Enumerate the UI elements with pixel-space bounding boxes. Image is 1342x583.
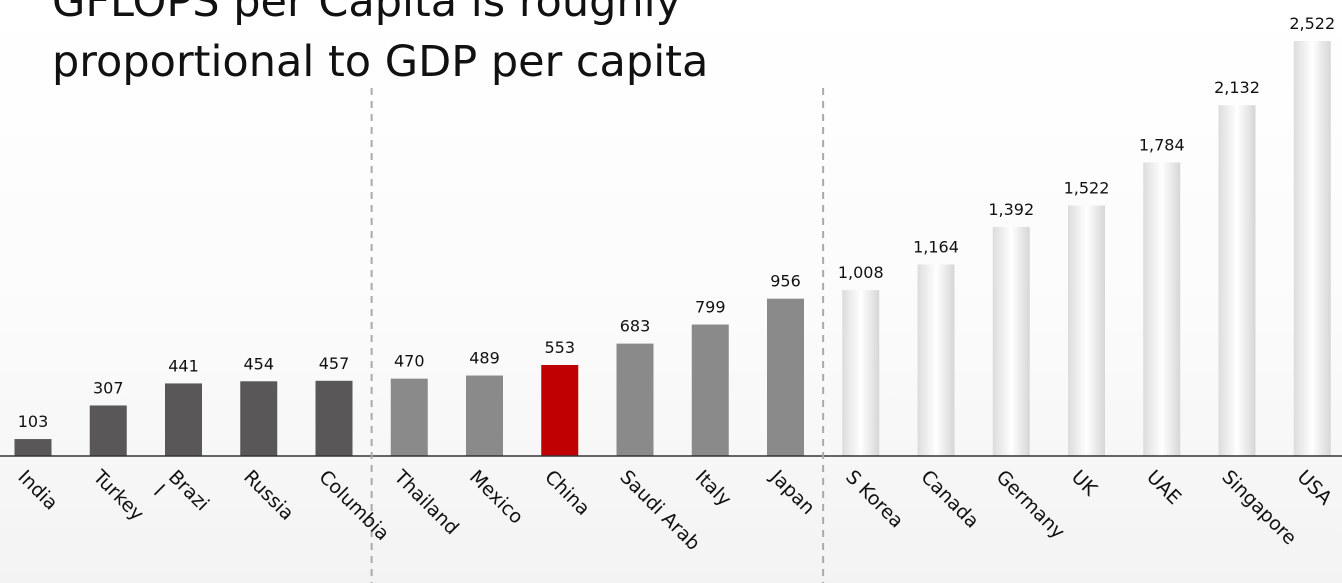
category-label-brazil: Brazil [149,466,213,530]
category-label-germany: Germany [992,466,1069,543]
value-label-canada: 1,164 [913,237,959,256]
bar-germany [992,226,1030,456]
bar-russia [240,381,278,456]
value-label-s-korea: 1,008 [838,263,884,282]
category-label-usa: USA [1293,466,1336,509]
value-label-columbia: 457 [319,354,350,373]
bar-saudi-arab [616,343,654,456]
bars-group [14,41,1331,456]
category-label-uk: UK [1067,466,1102,501]
bar-usa [1293,41,1331,456]
category-label-turkey: Turkey [88,465,148,525]
value-label-singapore: 2,132 [1214,78,1260,97]
bar-s-korea [842,290,880,456]
value-label-russia: 454 [243,354,274,373]
value-label-uae: 1,784 [1139,135,1185,154]
chart-title: GFLOPS per Capita is roughly proportiona… [52,0,709,87]
category-label-s-korea: S Korea [841,466,907,532]
category-label-japan: Japan [765,465,819,519]
value-label-germany: 1,392 [988,200,1034,219]
bar-italy [691,324,729,456]
category-label-columbia: Columbia [314,466,393,545]
group-dividers [370,88,825,583]
value-label-mexico: 489 [469,349,500,368]
category-label-russia: Russia [239,466,298,525]
bar-china [541,365,579,456]
category-label-italy: Italy [691,466,736,511]
value-label-brazil: 441 [168,356,199,375]
category-label-india: India [13,466,62,515]
value-label-italy: 799 [695,298,726,317]
bar-mexico [466,375,503,456]
bar-singapore [1218,105,1256,456]
value-label-thailand: 470 [394,352,425,371]
bar-uae [1143,162,1181,456]
value-label-usa: 2,522 [1289,14,1335,33]
category-label-singapore: Singapore [1217,466,1300,549]
value-labels: 103 307 441 454 457 470 489 553 683 799 956 1,008 1,… [18,14,1335,431]
category-label-china: China [540,466,594,520]
category-label-canada: Canada [916,466,983,533]
category-label-mexico: Mexico [465,466,527,528]
value-label-uk: 1,522 [1064,179,1110,198]
category-label-saudi-arab: Saudi Arab [615,466,704,555]
bar-thailand [390,378,428,456]
category-label-thailand: Thailand [389,465,463,539]
bar-turkey [89,405,127,456]
bar-uk [1068,205,1105,456]
bar-columbia [315,380,353,456]
bar-india [14,439,52,456]
bar-canada [917,264,955,456]
value-label-japan: 956 [770,272,801,291]
value-label-turkey: 307 [93,378,124,397]
value-label-china: 553 [544,338,575,357]
bar-japan [767,298,804,456]
value-label-india: 103 [18,412,49,431]
value-label-saudi-arab: 683 [620,317,651,336]
bar-brazil [165,383,202,456]
category-label-uae: UAE [1142,466,1185,509]
